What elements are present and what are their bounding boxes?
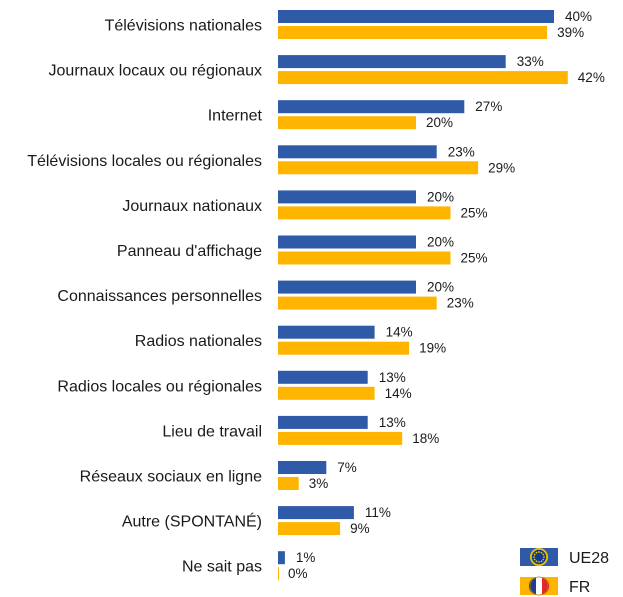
value-label-fr-televisions-nationales: 39%: [557, 25, 584, 40]
bar-fr-panneau-d-affichage: [278, 251, 451, 265]
bar-ue28-connaissances-personnelles: [278, 280, 416, 294]
bar-ue28-televisions-nationales: [278, 10, 554, 23]
bar-ue28-lieu-de-travail: [278, 415, 368, 429]
bar-ue28-journaux-locaux-ou-regionaux: [278, 55, 506, 69]
bar-ue28-radios-locales-ou-regionales: [278, 370, 368, 384]
value-label-ue28-radios-locales-ou-regionales: 13%: [379, 370, 406, 385]
value-label-ue28-lieu-de-travail: 13%: [379, 415, 406, 430]
value-label-ue28-autre-spontane: 11%: [365, 505, 391, 520]
value-label-ue28-journaux-nationaux: 20%: [427, 189, 454, 204]
category-label-autre-spontane: Autre (SPONTANÉ): [122, 512, 262, 531]
value-label-ue28-televisions-locales-ou-regionales: 23%: [448, 144, 475, 159]
bar-ue28-panneau-d-affichage: [278, 235, 416, 249]
bar-ue28-autre-spontane: [278, 506, 354, 520]
value-label-ue28-televisions-nationales: 40%: [565, 9, 592, 24]
bar-ue28-ne-sait-pas: [278, 551, 285, 565]
bar-fr-journaux-locaux-ou-regionaux: [278, 71, 568, 85]
bar-fr-televisions-nationales: [278, 26, 548, 39]
bar-fr-autre-spontane: [278, 522, 341, 536]
value-label-ue28-ne-sait-pas: 1%: [296, 550, 316, 565]
france-flag-icon: [520, 576, 558, 596]
value-label-fr-televisions-locales-ou-regionales: 29%: [488, 160, 515, 175]
legend-item-ue28: UE28: [520, 548, 609, 567]
bar-ue28-reseaux-sociaux-en-ligne: [278, 461, 327, 474]
category-label-radios-nationales: Radios nationales: [135, 333, 262, 350]
value-label-fr-lieu-de-travail: 18%: [412, 431, 439, 446]
bars: [278, 10, 568, 581]
value-label-ue28-panneau-d-affichage: 20%: [427, 235, 454, 250]
legend-label-fr: FR: [569, 579, 590, 596]
legend: UE28 FR: [520, 548, 609, 596]
category-label-ne-sait-pas: Ne sait pas: [182, 559, 262, 576]
value-label-ue28-journaux-locaux-ou-regionaux: 33%: [517, 54, 544, 69]
bar-fr-ne-sait-pas: [278, 567, 279, 581]
category-label-televisions-nationales: Télévisions nationales: [105, 18, 262, 35]
value-label-ue28-internet: 27%: [475, 99, 502, 114]
bar-ue28-radios-nationales: [278, 325, 375, 339]
bar-fr-lieu-de-travail: [278, 431, 403, 445]
eu-flag-icon: [520, 548, 558, 566]
category-label-internet: Internet: [208, 108, 263, 125]
bar-ue28-journaux-nationaux: [278, 190, 416, 204]
category-label-journaux-nationaux: Journaux nationaux: [122, 198, 262, 215]
value-label-fr-connaissances-personnelles: 23%: [447, 296, 474, 311]
bar-fr-connaissances-personnelles: [278, 296, 437, 310]
bar-ue28-internet: [278, 100, 465, 114]
category-label-panneau-d-affichage: Panneau d'affichage: [117, 243, 262, 260]
category-labels: Télévisions nationales Journaux locaux ou…: [27, 18, 262, 576]
category-label-televisions-locales-ou-regionales: Télévisions locales ou régionales: [27, 153, 262, 170]
bar-fr-radios-nationales: [278, 341, 410, 355]
category-label-lieu-de-travail: Lieu de travail: [162, 423, 262, 440]
category-label-reseaux-sociaux-en-ligne: Réseaux sociaux en ligne: [80, 469, 262, 486]
value-label-fr-journaux-locaux-ou-regionaux: 42%: [578, 70, 605, 85]
value-label-ue28-reseaux-sociaux-en-ligne: 7%: [337, 460, 357, 475]
category-label-radios-locales-ou-regionales: Radios locales ou régionales: [57, 378, 262, 395]
bar-fr-reseaux-sociaux-en-ligne: [278, 477, 299, 490]
category-label-journaux-locaux-ou-regionaux: Journaux locaux ou régionaux: [49, 63, 262, 80]
bar-ue28-televisions-locales-ou-regionales: [278, 145, 437, 159]
bar-fr-journaux-nationaux: [278, 206, 451, 220]
bar-fr-internet: [278, 116, 416, 130]
bar-fr-radios-locales-ou-regionales: [278, 386, 375, 400]
value-label-fr-panneau-d-affichage: 25%: [461, 251, 488, 266]
value-labels: 40%39%33%42%27%20%23%29%20%25%20%25%20%2…: [288, 9, 605, 581]
value-label-fr-radios-nationales: 19%: [419, 341, 446, 356]
category-label-connaissances-personnelles: Connaissances personnelles: [57, 288, 262, 305]
value-label-fr-autre-spontane: 9%: [350, 521, 370, 536]
value-label-fr-internet: 20%: [426, 115, 453, 130]
value-label-fr-reseaux-sociaux-en-ligne: 3%: [309, 476, 329, 491]
bar-fr-televisions-locales-ou-regionales: [278, 161, 479, 175]
legend-label-ue28: UE28: [569, 550, 609, 567]
value-label-fr-journaux-nationaux: 25%: [461, 205, 488, 220]
value-label-ue28-radios-nationales: 14%: [386, 325, 413, 340]
value-label-fr-radios-locales-ou-regionales: 14%: [385, 386, 412, 401]
value-label-ue28-connaissances-personnelles: 20%: [427, 280, 454, 295]
value-label-fr-ne-sait-pas: 0%: [288, 566, 308, 581]
legend-item-fr: FR: [520, 576, 590, 596]
